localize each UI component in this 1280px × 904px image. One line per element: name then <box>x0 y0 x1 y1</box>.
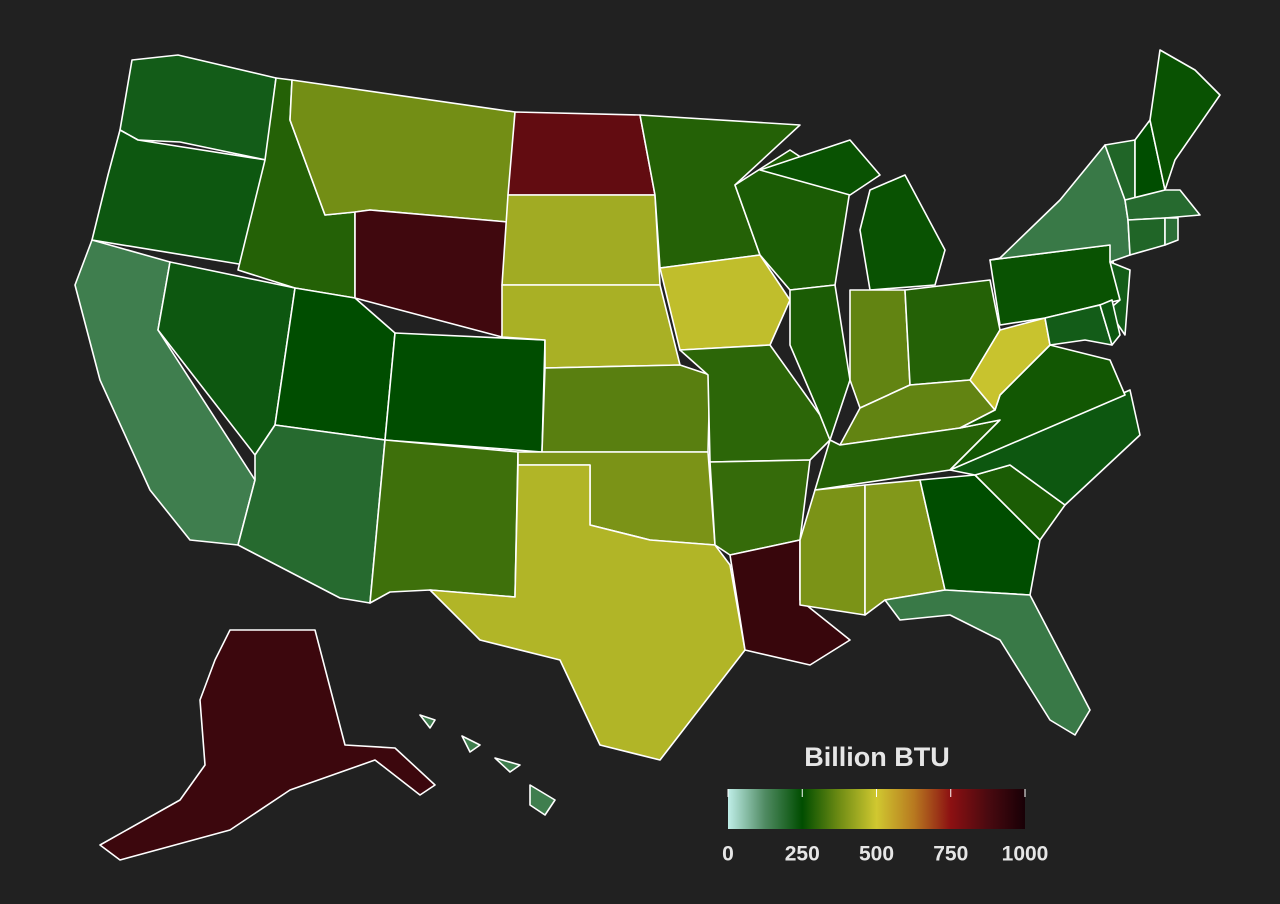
state <box>384 332 546 453</box>
state <box>99 629 436 861</box>
state <box>419 714 556 816</box>
state <box>1127 217 1166 256</box>
state <box>1164 217 1179 246</box>
state <box>799 484 866 616</box>
state <box>274 287 396 441</box>
state <box>1099 299 1121 346</box>
state <box>919 474 1041 596</box>
state <box>1149 49 1221 191</box>
state <box>541 364 711 453</box>
state <box>884 589 1091 736</box>
state <box>659 254 791 351</box>
state <box>354 209 509 338</box>
colorbar-title: Billion BTU <box>804 742 949 772</box>
state <box>501 194 661 286</box>
colorbar-tick-label: 0 <box>722 843 734 866</box>
state <box>429 464 746 761</box>
state <box>759 139 946 291</box>
state <box>237 424 386 604</box>
colorbar-tick-label: 500 <box>859 843 894 866</box>
colorbar-tick-label: 750 <box>933 843 968 866</box>
colorbar-ticks: 0 250 500 750 1000 <box>722 789 1048 866</box>
colorbar-tick-label: 250 <box>785 843 820 866</box>
states <box>74 49 1221 861</box>
state <box>1044 304 1113 346</box>
state <box>679 344 831 463</box>
state <box>369 439 519 604</box>
state <box>949 389 1141 506</box>
colorbar-tick-label: 1000 <box>1002 843 1049 866</box>
state <box>507 111 656 196</box>
state <box>789 284 851 441</box>
state <box>289 79 516 223</box>
state <box>989 144 1131 263</box>
